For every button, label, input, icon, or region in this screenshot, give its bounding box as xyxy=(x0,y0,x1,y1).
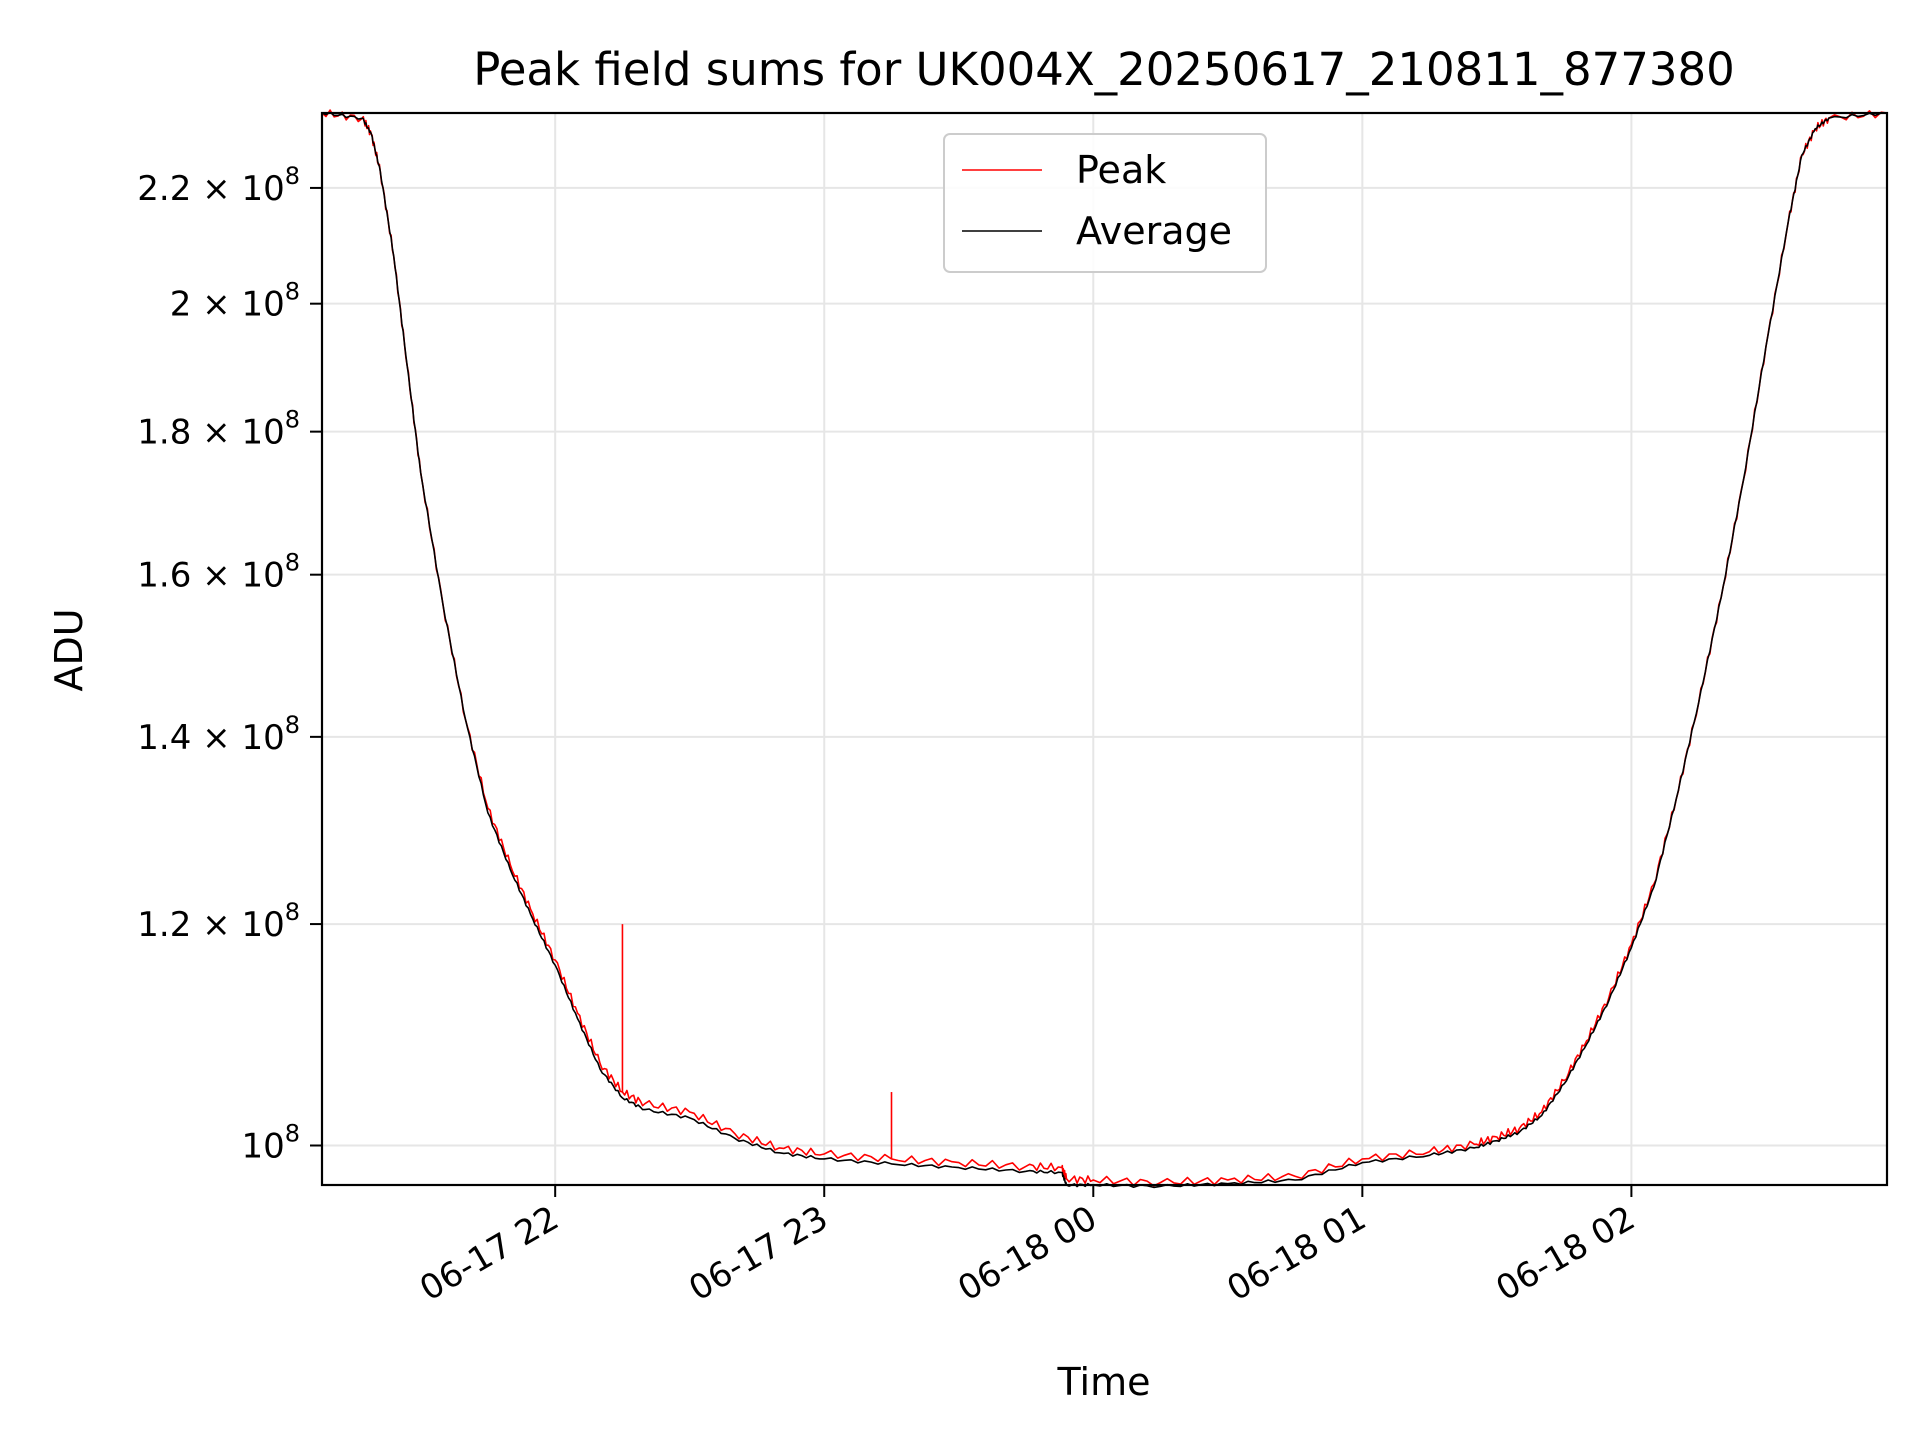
plot-frame xyxy=(320,111,1889,1187)
y-tick-label: 1.8 × 108 xyxy=(137,406,300,453)
legend-box xyxy=(943,133,1267,273)
y-tick-label: 1.2 × 108 xyxy=(137,898,300,945)
y-tick-label: 108 xyxy=(241,1120,300,1167)
chart-title: Peak field sums for UK004X_20250617_2108… xyxy=(473,43,1735,96)
y-tick-label: 2 × 108 xyxy=(170,278,300,325)
x-tick-label: 06-18 01 xyxy=(1220,1198,1372,1309)
legend-label-peak: Peak xyxy=(1076,148,1166,192)
x-axis-label: Time xyxy=(1057,1360,1151,1404)
legend: Peak Average xyxy=(943,133,1267,273)
y-axis-label: ADU xyxy=(47,608,91,691)
x-tick-label: 06-18 00 xyxy=(951,1198,1103,1309)
tick-layer: 06-17 22 06-17 23 06-18 00 06-18 01 06-18 02… xyxy=(137,162,1642,1309)
x-tick-label: 06-17 23 xyxy=(682,1198,834,1309)
y-tick-label: 1.6 × 108 xyxy=(137,549,300,596)
x-tick-label: 06-18 02 xyxy=(1490,1198,1642,1309)
y-tick-label: 2.2 × 108 xyxy=(137,162,300,209)
legend-label-average: Average xyxy=(1076,209,1232,253)
x-tick-label: 06-17 22 xyxy=(413,1198,565,1309)
y-tick-label: 1.4 × 108 xyxy=(137,711,300,758)
series-line-average xyxy=(321,111,1887,1189)
grid-layer xyxy=(322,113,1887,1185)
